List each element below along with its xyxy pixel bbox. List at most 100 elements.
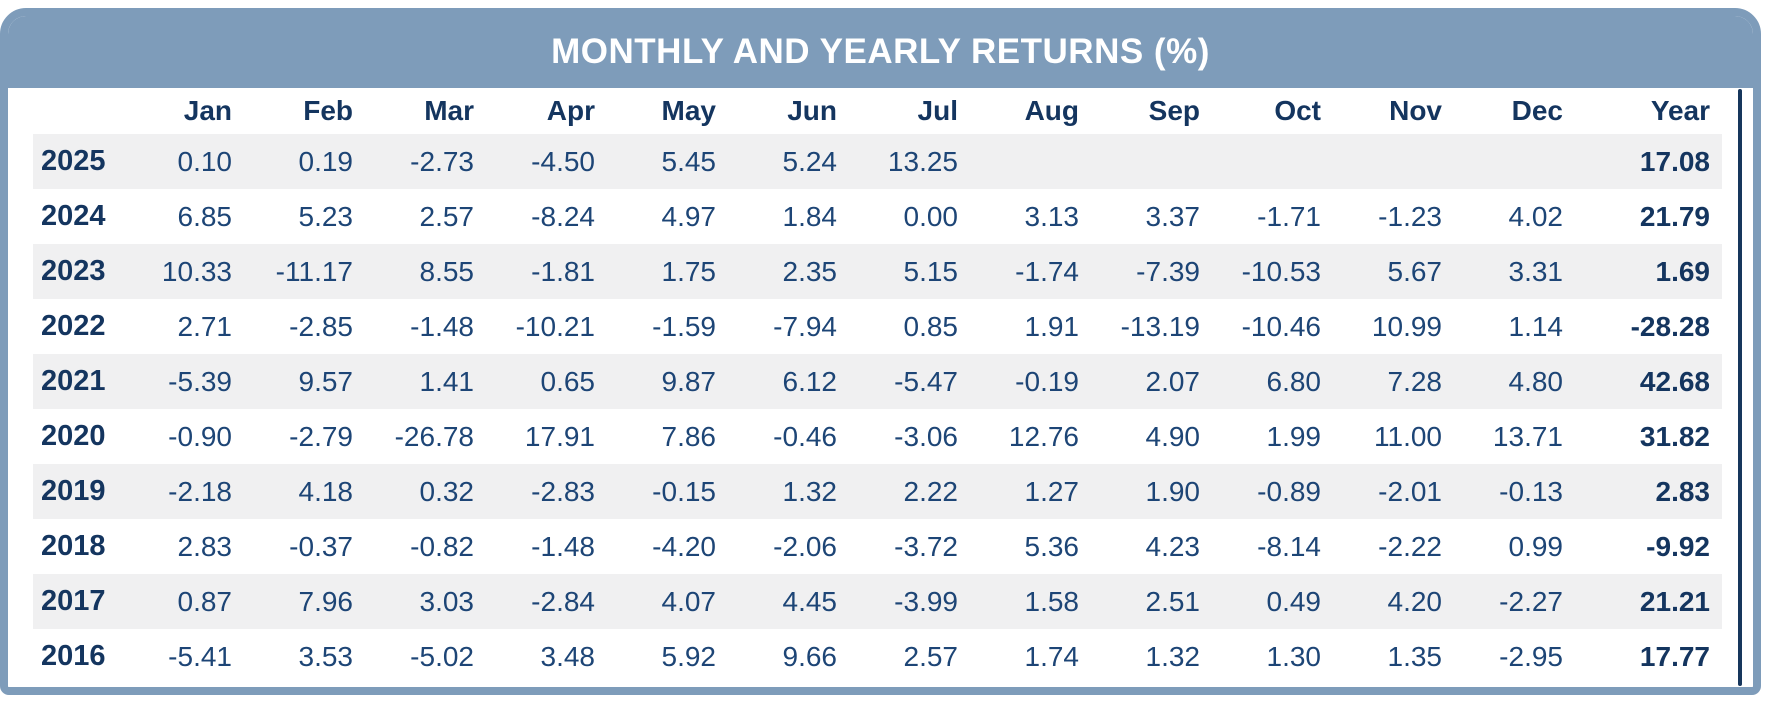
cell-2024-aug: 3.13	[1024, 200, 1080, 232]
cell-2021-jul: -5.47	[894, 365, 958, 397]
table-header-row: Jan Feb Mar Apr May Jun Jul Aug Sep Oct Nov Dec Year	[33, 88, 1722, 134]
cell-2018-dec: 0.99	[1508, 530, 1564, 562]
cell-2021-dec: 4.80	[1508, 365, 1564, 397]
cell-2023-mar: 8.55	[419, 255, 475, 287]
table-row-2017: 2017 0.87 7.96 3.03 -2.84 4.07 4.45 -3.99 1.58 2.…	[33, 574, 1722, 629]
cell-2018-aug: 5.36	[1024, 530, 1080, 562]
cell-2018-oct: -8.14	[1257, 530, 1321, 562]
header-mar: Mar	[424, 95, 474, 126]
returns-table-card: MONTHLY AND YEARLY RETURNS (%) Jan Feb Mar…	[0, 8, 1761, 695]
cell-2020-feb: -2.79	[289, 420, 353, 452]
cell-2023-year-total: 1.69	[1655, 255, 1711, 287]
header-jul: Jul	[917, 95, 958, 126]
cell-2016-may: 5.92	[661, 640, 717, 672]
cell-2023-dec: 3.31	[1508, 255, 1564, 287]
row-year-label: 2020	[41, 420, 106, 452]
cell-2017-sep: 2.51	[1145, 585, 1201, 617]
row-year-label: 2016	[41, 640, 106, 672]
header-may: May	[661, 95, 716, 126]
cell-2024-dec: 4.02	[1508, 200, 1564, 232]
cell-2023-aug: -1.74	[1015, 255, 1079, 287]
cell-2016-oct: 1.30	[1266, 640, 1322, 672]
header-nov: Nov	[1389, 95, 1442, 126]
header-dec: Dec	[1511, 95, 1563, 126]
cell-2021-jan: -5.39	[168, 365, 232, 397]
cell-2019-aug: 1.27	[1024, 475, 1080, 507]
header-jun: Jun	[787, 95, 837, 126]
cell-2016-aug: 1.74	[1024, 640, 1080, 672]
cell-2021-oct: 6.80	[1266, 365, 1322, 397]
cell-2017-mar: 3.03	[419, 585, 475, 617]
cell-2018-apr: -1.48	[531, 530, 595, 562]
cell-2019-year-total: 2.83	[1655, 475, 1711, 507]
cell-2018-mar: -0.82	[410, 530, 474, 562]
cell-2025-jul: 13.25	[887, 145, 958, 177]
cell-2021-may: 9.87	[661, 365, 717, 397]
cell-2023-nov: 5.67	[1387, 255, 1443, 287]
cell-2021-nov: 7.28	[1387, 365, 1443, 397]
cell-2024-apr: -8.24	[531, 200, 595, 232]
cell-2018-jun: -2.06	[773, 530, 837, 562]
row-year-label: 2017	[41, 585, 106, 617]
cell-2020-may: 7.86	[661, 420, 717, 452]
cell-2016-jun: 9.66	[782, 640, 838, 672]
cell-2021-aug: -0.19	[1015, 365, 1079, 397]
cell-2017-year-total: 21.21	[1639, 585, 1710, 617]
table-body: 2025 0.10 0.19 -2.73 -4.50 5.45 5.24 13.25 17.08…	[33, 134, 1722, 684]
cell-2020-dec: 13.71	[1492, 420, 1563, 452]
cell-2019-mar: 0.32	[419, 475, 475, 507]
header-aug: Aug	[1024, 95, 1079, 126]
cell-2016-year-total: 17.77	[1639, 640, 1710, 672]
row-year-label: 2024	[41, 200, 106, 232]
cell-2021-year-total: 42.68	[1639, 365, 1710, 397]
cell-2025-dec	[1454, 134, 1575, 189]
table-row-2023: 2023 10.33 -11.17 8.55 -1.81 1.75 2.35 5.15 -1.7…	[33, 244, 1722, 299]
row-year-label: 2023	[41, 255, 106, 287]
cell-2018-jan: 2.83	[177, 530, 233, 562]
cell-2025-year-total: 17.08	[1639, 145, 1710, 177]
vertical-scrollbar[interactable]	[1738, 89, 1742, 686]
table-row-2018: 2018 2.83 -0.37 -0.82 -1.48 -4.20 -2.06 -3.72 5.…	[33, 519, 1722, 574]
cell-2024-mar: 2.57	[419, 200, 475, 232]
cell-2022-jan: 2.71	[177, 310, 233, 342]
cell-2018-nov: -2.22	[1378, 530, 1442, 562]
cell-2025-may: 5.45	[661, 145, 717, 177]
cell-2021-jun: 6.12	[782, 365, 838, 397]
cell-2023-apr: -1.81	[531, 255, 595, 287]
cell-2021-apr: 0.65	[540, 365, 596, 397]
cell-2023-feb: -11.17	[275, 255, 353, 287]
cell-2022-apr: -10.21	[515, 310, 595, 342]
cell-2017-dec: -2.27	[1499, 585, 1563, 617]
cell-2024-year-total: 21.79	[1639, 200, 1710, 232]
cell-2024-jul: 0.00	[903, 200, 959, 232]
cell-2022-jun: -7.94	[773, 310, 837, 342]
cell-2016-feb: 3.53	[298, 640, 354, 672]
cell-2022-dec: 1.14	[1508, 310, 1564, 342]
cell-2025-nov	[1333, 134, 1454, 189]
cell-2017-oct: 0.49	[1266, 585, 1322, 617]
cell-2020-oct: 1.99	[1266, 420, 1322, 452]
cell-2016-jul: 2.57	[903, 640, 959, 672]
header-year-total: Year	[1650, 95, 1710, 126]
cell-2021-feb: 9.57	[298, 365, 354, 397]
row-year-label: 2019	[41, 475, 106, 507]
cell-2023-jul: 5.15	[903, 255, 959, 287]
cell-2025-aug	[970, 134, 1091, 189]
header-sep: Sep	[1148, 95, 1200, 126]
row-year-label: 2025	[41, 145, 106, 177]
cell-2019-nov: -2.01	[1378, 475, 1442, 507]
cell-2024-sep: 3.37	[1145, 200, 1201, 232]
table-row-2019: 2019 -2.18 4.18 0.32 -2.83 -0.15 1.32 2.22 1.27 1…	[33, 464, 1722, 519]
table-row-2021: 2021 -5.39 9.57 1.41 0.65 9.87 6.12 -5.47 -0.19 2…	[33, 354, 1722, 409]
cell-2019-may: -0.15	[652, 475, 716, 507]
cell-2023-may: 1.75	[661, 255, 717, 287]
cell-2017-nov: 4.20	[1387, 585, 1443, 617]
table-row-2020: 2020 -0.90 -2.79 -26.78 17.91 7.86 -0.46 -3.06 1…	[33, 409, 1722, 464]
cell-2017-may: 4.07	[661, 585, 717, 617]
row-year-label: 2022	[41, 310, 106, 342]
cell-2024-jun: 1.84	[782, 200, 838, 232]
cell-2022-aug: 1.91	[1024, 310, 1080, 342]
cell-2019-jun: 1.32	[782, 475, 838, 507]
table-row-2022: 2022 2.71 -2.85 -1.48 -10.21 -1.59 -7.94 0.85 1.…	[33, 299, 1722, 354]
row-year-label: 2021	[41, 365, 106, 397]
